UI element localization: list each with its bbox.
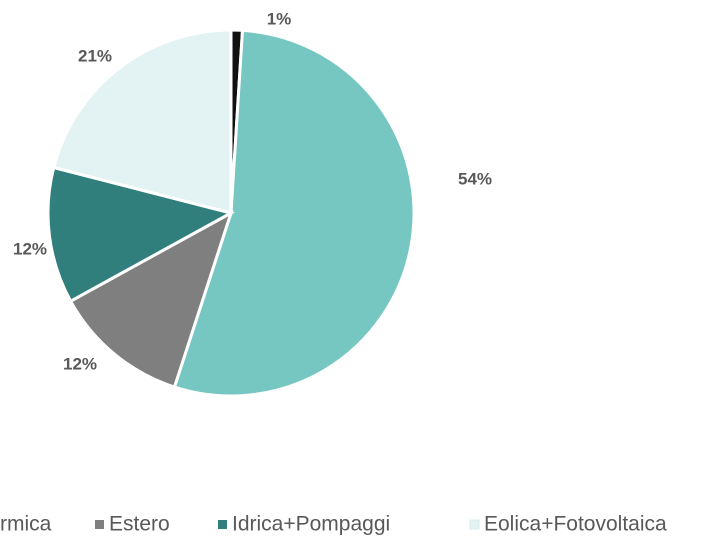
- data-label: 12%: [13, 239, 47, 258]
- legend-marker: [95, 520, 104, 529]
- pie-slice: [172, 28, 416, 398]
- data-label: 12%: [63, 354, 97, 373]
- pie-slice: [46, 165, 236, 304]
- legend-label: Eolica+Fotovoltaica: [484, 513, 667, 536]
- legend-label: Estero: [109, 513, 170, 536]
- pie-slice: [51, 28, 233, 215]
- data-label: 54%: [458, 169, 492, 188]
- legend-marker: [469, 519, 480, 530]
- legend-marker: [218, 520, 227, 529]
- data-label: 1%: [267, 9, 292, 28]
- pie-slice: [68, 209, 234, 389]
- data-label: 21%: [78, 46, 112, 65]
- legend-label: rmica: [0, 513, 52, 536]
- legend-label: Idrica+Pompaggi: [232, 513, 390, 536]
